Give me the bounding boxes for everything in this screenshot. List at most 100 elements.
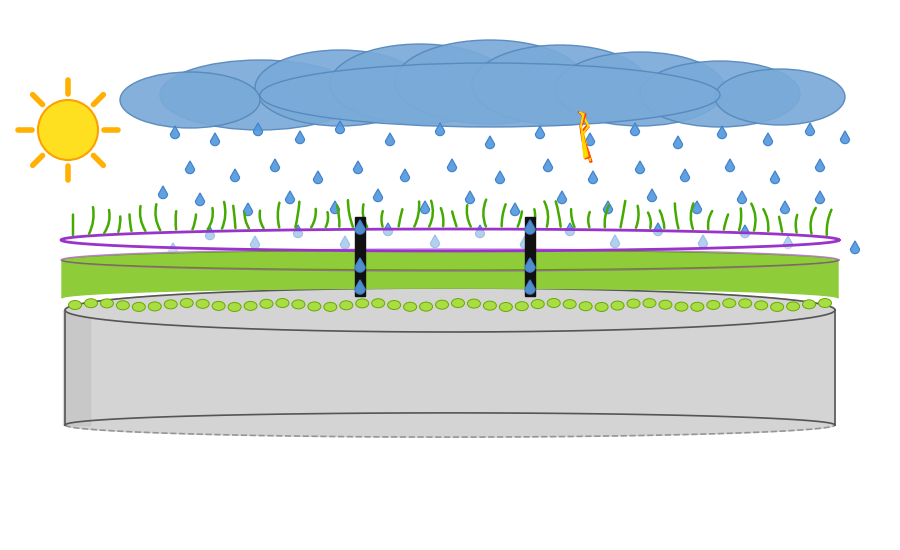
Ellipse shape — [340, 301, 353, 310]
Polygon shape — [692, 201, 701, 213]
Ellipse shape — [196, 299, 209, 309]
Polygon shape — [850, 241, 860, 254]
Polygon shape — [544, 159, 553, 172]
Polygon shape — [285, 191, 294, 204]
Ellipse shape — [436, 300, 448, 309]
Ellipse shape — [818, 299, 832, 307]
Ellipse shape — [563, 300, 576, 309]
Polygon shape — [250, 236, 259, 249]
Ellipse shape — [483, 301, 497, 310]
Polygon shape — [698, 235, 707, 248]
Polygon shape — [447, 159, 456, 172]
Polygon shape — [65, 413, 835, 437]
Ellipse shape — [723, 299, 736, 307]
Polygon shape — [780, 201, 789, 213]
Polygon shape — [581, 113, 590, 161]
Ellipse shape — [388, 300, 400, 310]
Ellipse shape — [555, 52, 725, 126]
Ellipse shape — [116, 301, 130, 310]
Polygon shape — [254, 123, 263, 136]
Polygon shape — [355, 280, 365, 294]
Polygon shape — [717, 126, 726, 139]
Polygon shape — [841, 131, 850, 144]
Polygon shape — [61, 229, 839, 251]
Polygon shape — [195, 193, 204, 206]
Polygon shape — [784, 236, 793, 249]
Ellipse shape — [643, 299, 656, 307]
Polygon shape — [383, 223, 392, 235]
Ellipse shape — [627, 299, 640, 308]
Ellipse shape — [611, 301, 624, 310]
Ellipse shape — [180, 299, 194, 307]
Polygon shape — [400, 169, 410, 182]
Polygon shape — [763, 133, 772, 146]
Ellipse shape — [244, 301, 257, 310]
Polygon shape — [604, 201, 613, 213]
Ellipse shape — [640, 61, 800, 127]
Ellipse shape — [101, 299, 113, 308]
Polygon shape — [525, 280, 535, 294]
Ellipse shape — [132, 302, 145, 311]
Polygon shape — [525, 258, 535, 272]
Ellipse shape — [160, 60, 360, 130]
Polygon shape — [586, 133, 595, 146]
Polygon shape — [430, 235, 439, 248]
Polygon shape — [330, 201, 339, 213]
Polygon shape — [62, 250, 838, 270]
Polygon shape — [336, 121, 345, 134]
Ellipse shape — [500, 302, 512, 311]
Ellipse shape — [120, 72, 260, 128]
Ellipse shape — [324, 302, 337, 311]
Polygon shape — [420, 201, 429, 213]
Ellipse shape — [452, 299, 464, 307]
Ellipse shape — [531, 300, 544, 309]
Polygon shape — [635, 161, 644, 174]
Polygon shape — [525, 217, 535, 296]
Ellipse shape — [292, 300, 305, 309]
Polygon shape — [673, 136, 682, 148]
Polygon shape — [436, 123, 445, 136]
Polygon shape — [65, 288, 835, 332]
Polygon shape — [741, 225, 750, 238]
Ellipse shape — [164, 300, 177, 309]
Polygon shape — [647, 189, 656, 202]
Ellipse shape — [212, 301, 225, 310]
Circle shape — [38, 100, 98, 160]
Ellipse shape — [228, 302, 241, 311]
Polygon shape — [385, 133, 394, 146]
Polygon shape — [293, 225, 302, 238]
Polygon shape — [374, 189, 382, 202]
Ellipse shape — [260, 299, 273, 309]
Ellipse shape — [516, 301, 528, 311]
Polygon shape — [340, 236, 349, 249]
Polygon shape — [354, 161, 363, 174]
Polygon shape — [725, 159, 734, 172]
Polygon shape — [271, 159, 280, 172]
Polygon shape — [520, 236, 529, 249]
Polygon shape — [578, 112, 590, 159]
Ellipse shape — [659, 300, 672, 309]
Polygon shape — [170, 126, 179, 139]
Polygon shape — [465, 191, 474, 204]
Polygon shape — [230, 169, 239, 182]
Polygon shape — [244, 203, 253, 216]
Polygon shape — [806, 123, 814, 136]
Polygon shape — [295, 131, 304, 144]
Polygon shape — [65, 310, 835, 425]
Polygon shape — [158, 186, 167, 199]
Polygon shape — [185, 161, 194, 174]
Ellipse shape — [739, 299, 752, 308]
Ellipse shape — [85, 299, 97, 307]
Polygon shape — [61, 240, 839, 260]
Ellipse shape — [356, 299, 369, 308]
Ellipse shape — [595, 302, 608, 311]
Polygon shape — [653, 223, 662, 235]
Polygon shape — [815, 159, 824, 172]
Polygon shape — [589, 171, 598, 184]
Polygon shape — [815, 191, 824, 204]
Ellipse shape — [547, 299, 560, 307]
Ellipse shape — [755, 301, 768, 310]
Polygon shape — [355, 220, 365, 234]
Ellipse shape — [68, 300, 82, 310]
Polygon shape — [536, 126, 544, 139]
